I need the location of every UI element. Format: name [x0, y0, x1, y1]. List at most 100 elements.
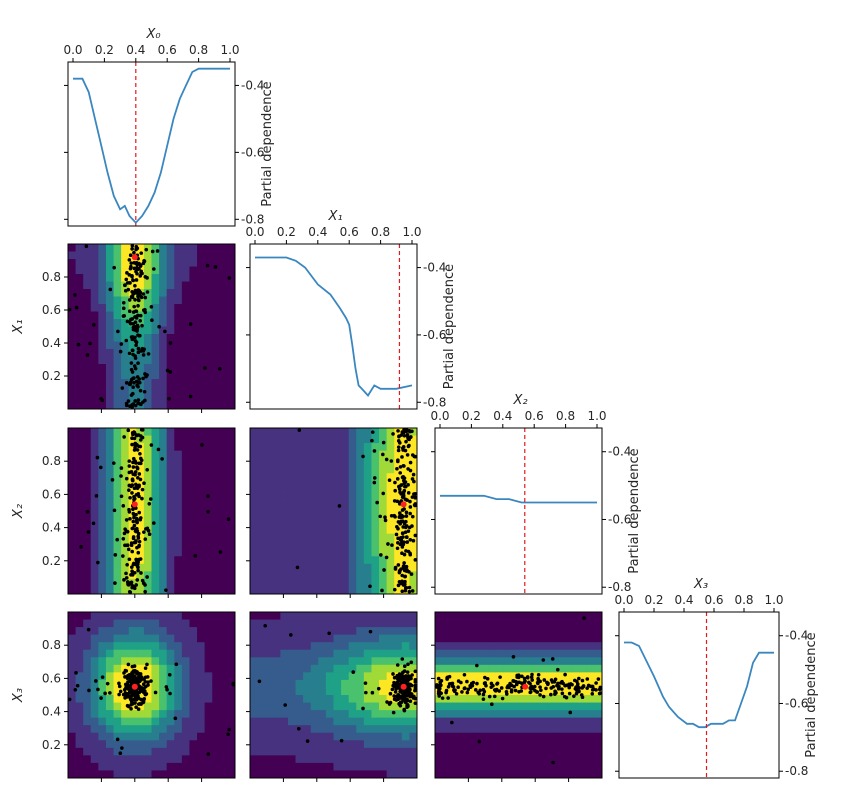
contour-cell — [227, 274, 235, 283]
contour-cell — [113, 518, 122, 527]
contour-cell — [435, 664, 444, 673]
contour-cell — [151, 371, 160, 380]
contour-cell — [151, 695, 160, 704]
contour-cell — [472, 627, 482, 636]
contour-cell — [356, 518, 365, 527]
contour-cell — [295, 450, 304, 459]
sample-point — [128, 516, 132, 521]
sample-point — [188, 322, 193, 326]
sample-point — [398, 703, 403, 708]
contour-cell — [287, 747, 297, 756]
pd-tick-label-3-2: -0.8 — [785, 764, 808, 778]
contour-cell — [121, 443, 130, 452]
contour-cell — [303, 563, 312, 572]
contour-cell — [105, 435, 115, 444]
contour-cell — [113, 548, 122, 557]
contour-cell — [295, 672, 304, 681]
contour-cell — [68, 503, 77, 512]
contour-cell — [75, 251, 84, 260]
contour-cell — [325, 740, 335, 749]
contour-cell — [83, 634, 92, 643]
contour-cell — [151, 435, 160, 444]
row-ylabel-2: X₂ — [11, 504, 26, 519]
contour-cell — [318, 563, 327, 572]
contour-cell — [579, 732, 588, 741]
contour-cell — [151, 488, 160, 497]
contour-cell — [174, 541, 183, 550]
contour-cell — [121, 394, 130, 403]
contour-cell — [219, 664, 229, 673]
contour-cell — [181, 443, 191, 452]
contour-cell — [136, 326, 145, 335]
sample-point — [454, 691, 459, 696]
contour-2-1 — [250, 428, 417, 594]
contour-cell — [295, 710, 304, 719]
sample-point — [123, 696, 127, 700]
sample-point — [160, 457, 164, 461]
contour-cell — [98, 401, 107, 409]
contour-cell — [348, 541, 357, 550]
contour-cell — [250, 578, 259, 588]
contour-cell — [121, 762, 130, 772]
contour-cell — [287, 649, 297, 658]
contour-cell — [68, 687, 77, 696]
sample-point — [130, 391, 135, 396]
contour-cell — [495, 612, 504, 621]
contour-cell — [325, 755, 335, 764]
contour-cell — [394, 687, 403, 696]
contour-cell — [136, 511, 145, 520]
sample-point — [76, 342, 81, 347]
contour-cell — [227, 740, 235, 749]
contour-cell — [128, 717, 137, 726]
sample-point — [490, 702, 494, 706]
contour-cell — [90, 571, 99, 580]
sample-point — [388, 691, 393, 696]
pd-ylabel-0: Partial dependence — [260, 81, 275, 206]
contour-cell — [227, 702, 235, 711]
sample-point — [137, 334, 142, 338]
contour-cell — [181, 356, 191, 365]
contour-cell — [594, 695, 602, 704]
contour-cell — [68, 533, 77, 542]
sample-point — [528, 681, 532, 686]
contour-cell — [90, 503, 99, 512]
sample-point — [148, 497, 153, 501]
contour-cell — [348, 473, 357, 482]
top-tick-label-3-4: 0.8 — [734, 593, 753, 607]
contour-cell — [212, 627, 221, 636]
contour-cell — [480, 649, 489, 658]
contour-cell — [272, 488, 281, 497]
sample-point — [120, 386, 125, 390]
contour-cell — [189, 259, 198, 268]
sample-point — [544, 686, 548, 691]
sample-point — [115, 737, 120, 742]
contour-cell — [219, 244, 229, 253]
contour-cell — [113, 612, 122, 621]
contour-cell — [594, 732, 602, 741]
contour-cell — [371, 541, 380, 550]
contour-cell — [556, 695, 565, 704]
contour-cell — [189, 495, 198, 505]
contour-cell — [541, 717, 550, 726]
contour-cell — [113, 511, 122, 520]
contour-cell — [341, 687, 350, 696]
contour-cell — [75, 586, 84, 594]
contour-cell — [318, 503, 327, 512]
contour-cell — [510, 740, 520, 749]
contour-cell — [488, 619, 497, 628]
contour-cell — [295, 435, 304, 444]
contour-cell — [143, 717, 153, 726]
contour-cell — [204, 473, 213, 482]
contour-cell — [136, 725, 145, 734]
contour-cell — [325, 725, 335, 734]
contour-cell — [379, 541, 388, 550]
sample-point — [465, 679, 469, 684]
contour-cell — [541, 612, 550, 621]
top-tick-label-3-2: 0.4 — [674, 593, 693, 607]
sample-point — [135, 289, 140, 294]
contour-cell — [465, 710, 474, 719]
contour-2-0 — [68, 428, 235, 594]
contour-cell — [181, 533, 191, 542]
contour-cell — [181, 289, 191, 298]
contour-cell — [151, 556, 160, 565]
